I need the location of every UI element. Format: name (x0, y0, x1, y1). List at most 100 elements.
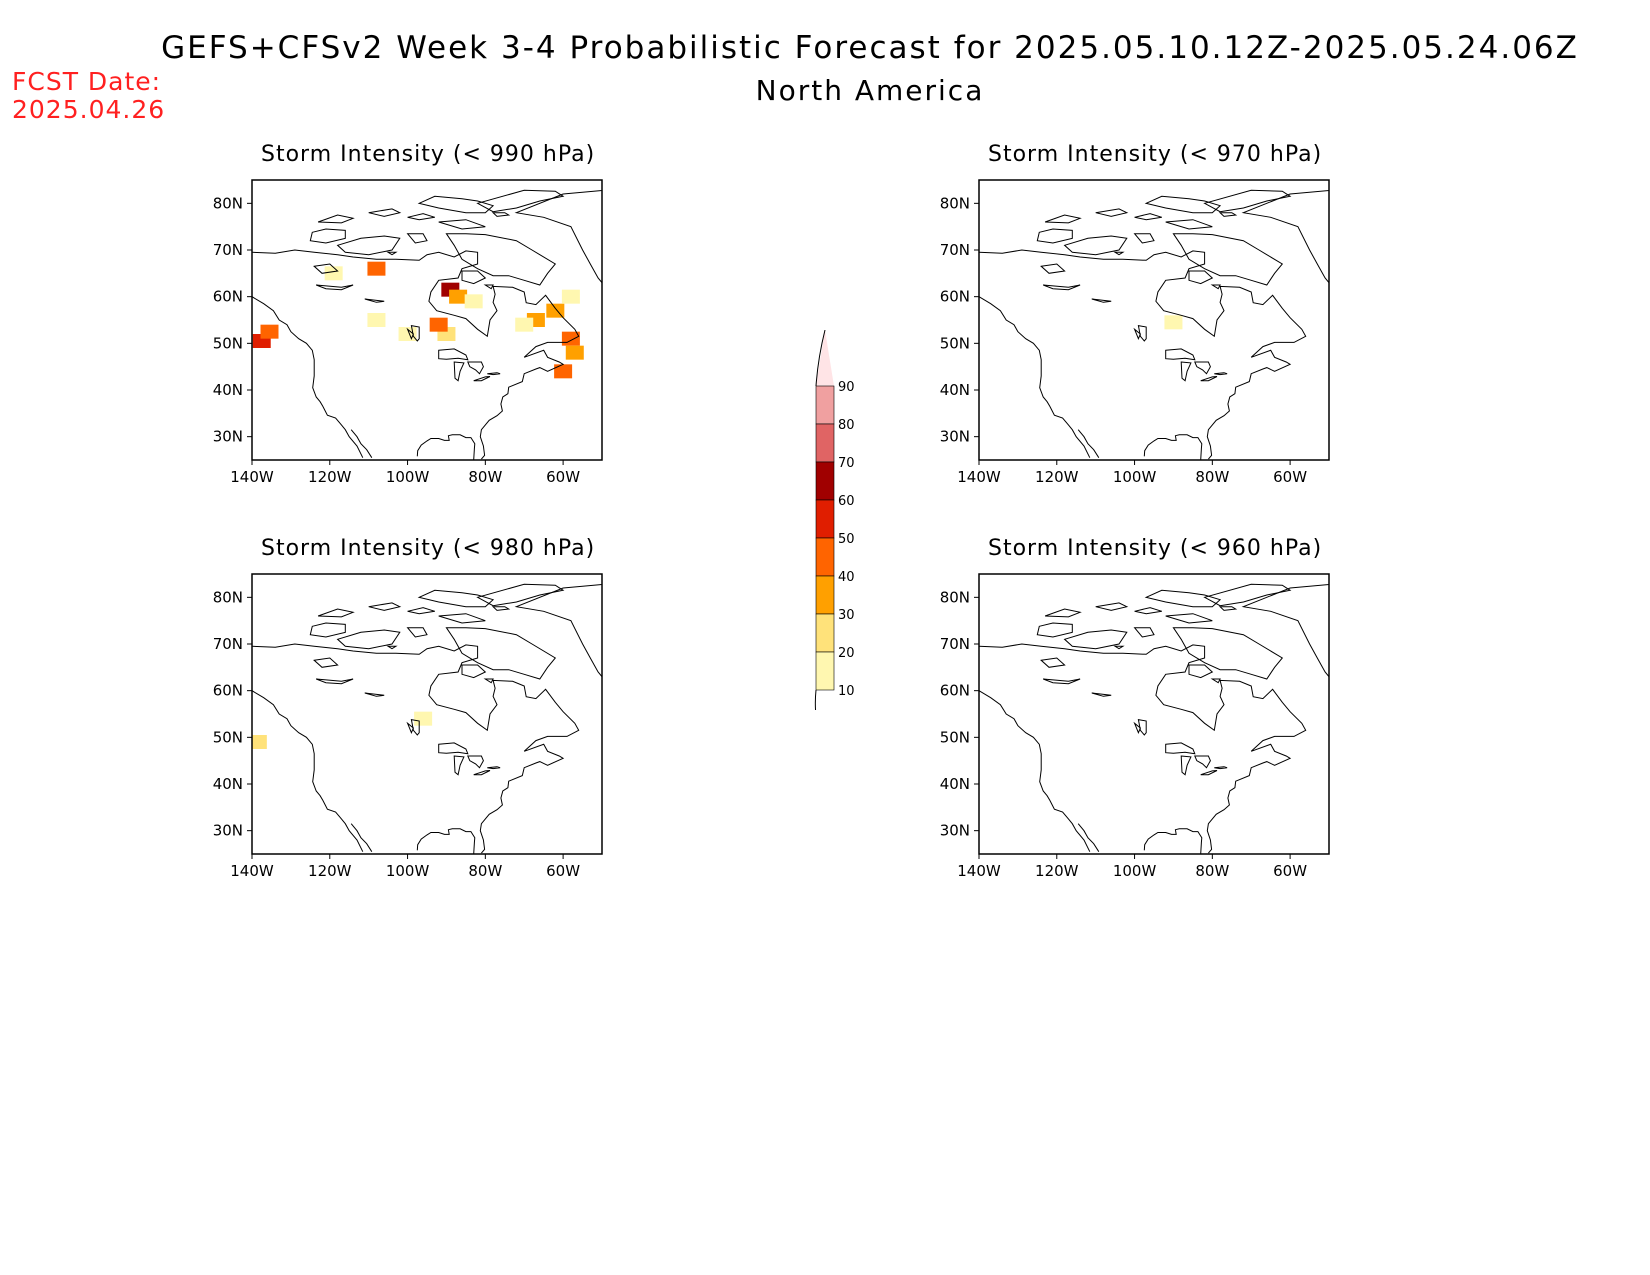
island-outline (1095, 208, 1129, 217)
lake-outline (364, 298, 385, 303)
colorbar-bottom-edge (814, 689, 817, 710)
lake-outline (1091, 692, 1112, 697)
lake-outline (473, 770, 491, 776)
lat-tick-label: 60N (940, 682, 970, 700)
lat-tick-label: 30N (940, 428, 970, 446)
island-outline (1172, 627, 1284, 680)
lon-tick-label: 100W (386, 862, 430, 880)
lake-outline (467, 361, 484, 375)
coastline (416, 434, 476, 460)
island-outline (317, 214, 355, 224)
coastlines (979, 189, 1329, 460)
lake-outline (1043, 678, 1081, 685)
island-outline (1095, 602, 1129, 611)
lon-tick-label: 60W (1273, 468, 1307, 486)
lake-outline (453, 361, 465, 382)
forecast-date-label: FCST Date: (12, 67, 162, 96)
colorbar-segment (815, 613, 835, 653)
coastline (979, 249, 1307, 460)
island-outline (1036, 228, 1073, 244)
island-outline (461, 270, 487, 285)
island-outline (1134, 213, 1162, 221)
lat-tick-label: 50N (213, 728, 243, 746)
island-outline (1241, 189, 1329, 284)
lake-outline (406, 721, 415, 735)
coastline (979, 690, 1091, 852)
lake-outline (487, 766, 501, 770)
island-outline (1165, 219, 1213, 230)
island-outline (1113, 251, 1125, 256)
lat-tick-label: 60N (940, 288, 970, 306)
island-outline (336, 629, 401, 650)
probability-cell (367, 261, 386, 276)
probability-shading (252, 711, 433, 749)
lake-outline (453, 755, 465, 776)
lon-tick-label: 100W (386, 468, 430, 486)
lon-tick-label: 140W (957, 468, 1001, 486)
coastlines (252, 583, 602, 854)
coastline (350, 823, 373, 852)
lake-outline (1194, 755, 1211, 769)
island-outline (1144, 589, 1222, 608)
lake-outline (1091, 298, 1112, 303)
probability-cell (260, 324, 279, 339)
lat-tick-label: 80N (940, 588, 970, 606)
island-outline (336, 235, 401, 256)
lake-outline (1214, 766, 1228, 770)
lon-tick-label: 60W (546, 468, 580, 486)
lon-tick-label: 80W (1195, 862, 1229, 880)
lake-outline (1180, 361, 1192, 382)
coastlines (252, 189, 602, 460)
lake-outline (1194, 361, 1211, 375)
colorbar-segment (815, 651, 835, 691)
probability-cell (554, 364, 573, 379)
lat-tick-label: 30N (940, 822, 970, 840)
colorbar-segment (815, 385, 835, 425)
lon-tick-label: 100W (1113, 862, 1157, 880)
coastline (1143, 828, 1203, 854)
island-outline (483, 284, 494, 290)
lat-tick-label: 80N (940, 194, 970, 212)
map-plot: 140W 120W 100W 80W 60W 80N 70N 60N 50N 40N 30N (213, 179, 603, 486)
figure-title: GEFS+CFSv2 Week 3-4 Probabilistic Foreca… (161, 30, 1579, 66)
colorbar-top-edge (815, 330, 826, 387)
probability-cell (561, 289, 580, 304)
colorbar-label: 40 (838, 570, 855, 585)
island-outline (1133, 233, 1155, 244)
colorbar-segment (815, 499, 835, 539)
lake-outline (316, 284, 354, 291)
island-outline (438, 613, 486, 624)
lake-outline (313, 263, 339, 274)
island-outline (445, 233, 557, 286)
map-plot: 140W 120W 100W 80W 60W 80N 70N 60N 50N 40N 30N (213, 573, 603, 880)
map-panel-990: Storm Intensity (< 990 hPa) 140W 120W 100W… (200, 142, 760, 562)
colorbar-top-cap (816, 330, 834, 386)
island-outline (417, 195, 495, 214)
island-outline (309, 228, 346, 244)
coastline (1077, 429, 1100, 458)
coastlines (979, 583, 1329, 854)
island-outline (514, 189, 602, 284)
probability-cell (449, 289, 468, 304)
lat-tick-label: 70N (213, 241, 243, 259)
lat-tick-label: 70N (940, 635, 970, 653)
map-plot: 140W 120W 100W 80W 60W 80N 70N 60N 50N 40N 30N (940, 179, 1330, 486)
coastline (252, 690, 364, 852)
coastline (252, 249, 580, 460)
panel-title: Storm Intensity (< 990 hPa) (261, 142, 596, 167)
island-outline (1144, 195, 1222, 214)
island-outline (1036, 622, 1073, 638)
lat-tick-label: 50N (940, 728, 970, 746)
probability-shading (252, 261, 584, 379)
lake-outline (406, 327, 415, 341)
lon-tick-label: 60W (546, 862, 580, 880)
lon-tick-label: 140W (230, 468, 274, 486)
lat-tick-label: 50N (940, 334, 970, 352)
lat-tick-label: 60N (213, 288, 243, 306)
lake-outline (438, 742, 469, 755)
island-outline (491, 606, 511, 611)
island-outline (491, 212, 511, 217)
panel-title: Storm Intensity (< 980 hPa) (261, 536, 596, 561)
lat-tick-label: 40N (213, 775, 243, 793)
island-outline (1134, 607, 1162, 615)
